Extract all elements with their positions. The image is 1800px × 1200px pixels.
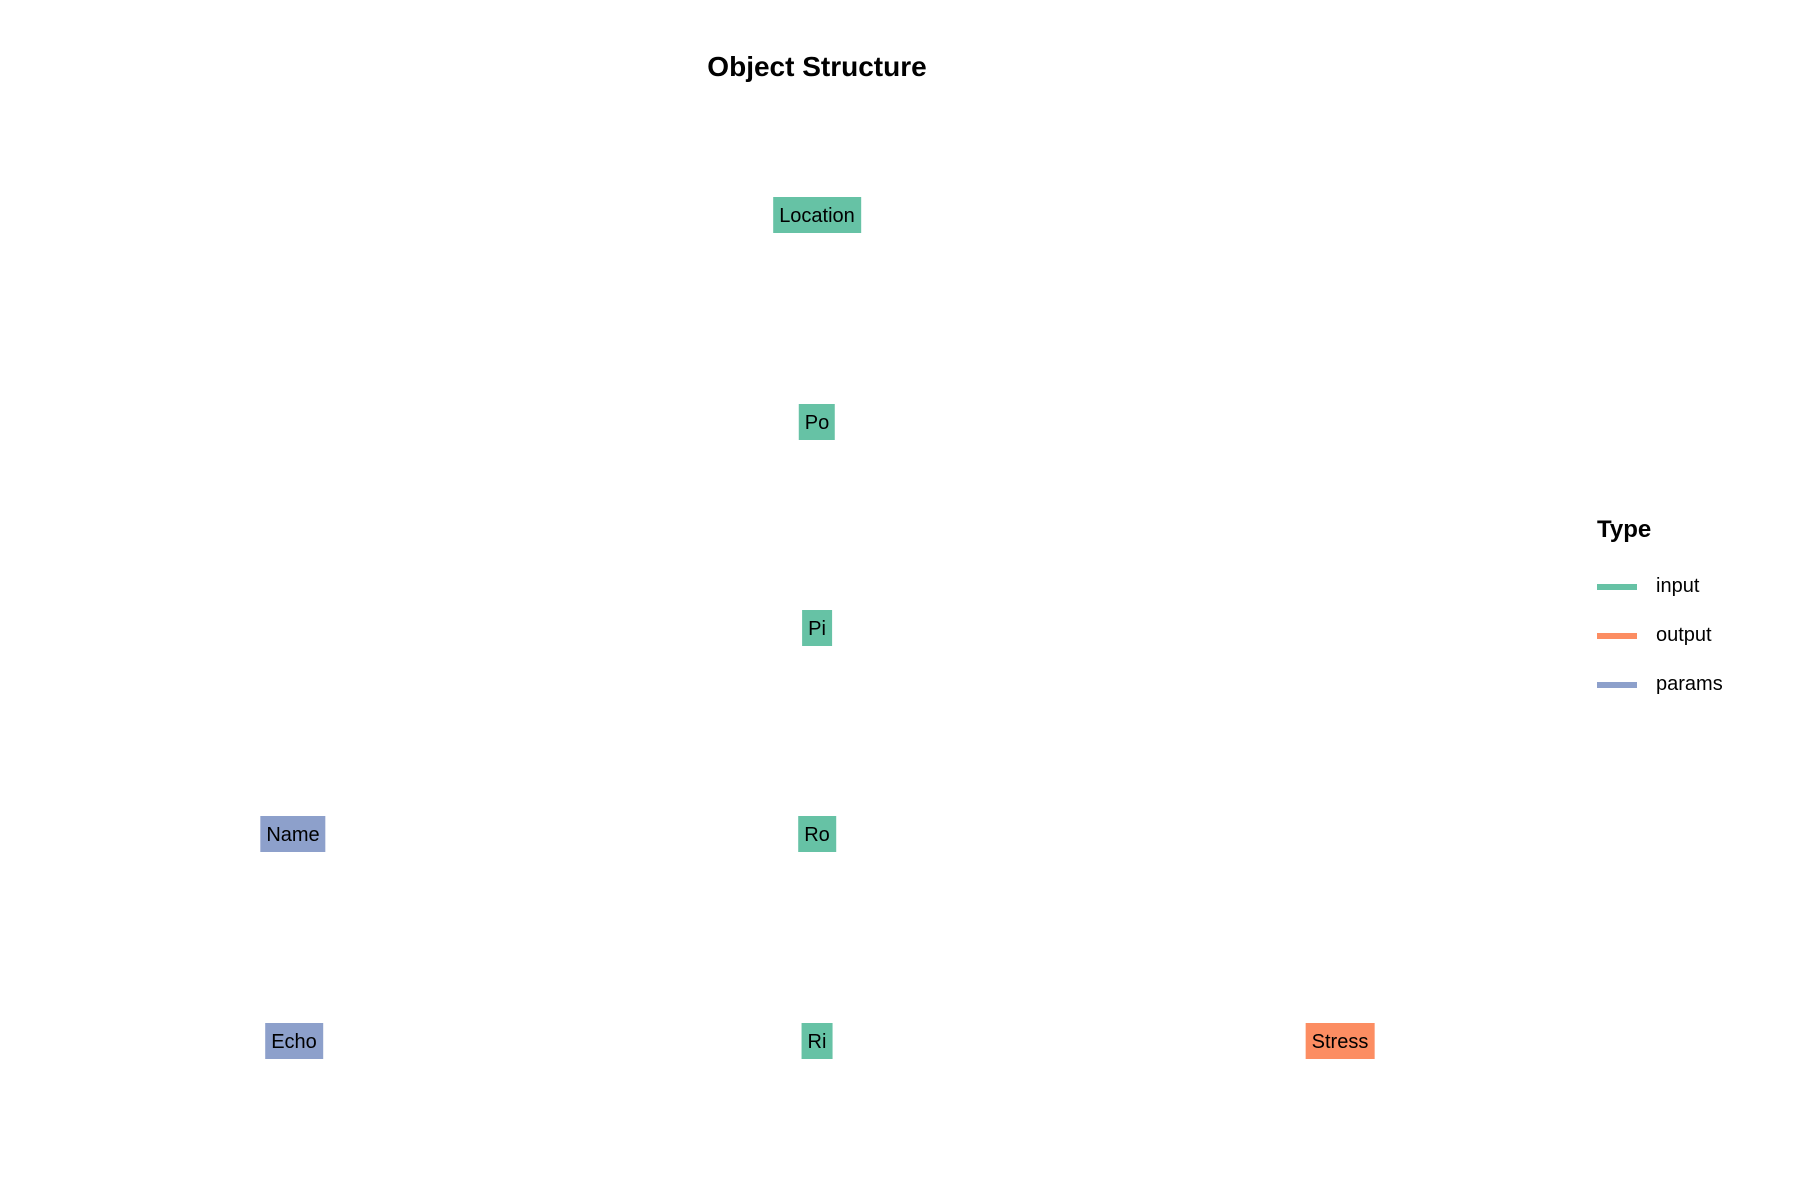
legend-swatch-input xyxy=(1597,583,1637,590)
node-label: Ri xyxy=(807,1031,827,1053)
legend-swatch-params xyxy=(1597,681,1637,688)
legend-title: Type xyxy=(1597,516,1652,543)
node-label: Stress xyxy=(1311,1031,1369,1053)
legend-item-params: params xyxy=(1597,660,1723,709)
legend-item-output: output xyxy=(1597,611,1723,660)
node-label: Ro xyxy=(804,824,830,846)
node-echo: Echo xyxy=(265,1023,323,1059)
legend-label: output xyxy=(1656,624,1712,646)
diagram-title: Object Structure xyxy=(707,51,927,82)
legend-label: params xyxy=(1656,673,1723,695)
node-stress: Stress xyxy=(1305,1023,1375,1059)
node-location: Location xyxy=(773,197,861,233)
legend-item-input: input xyxy=(1597,562,1723,611)
node-label: Po xyxy=(804,412,830,434)
node-label: Pi xyxy=(808,618,826,640)
node-ri: Ri xyxy=(801,1023,833,1059)
legend-swatch-output xyxy=(1597,632,1637,639)
node-label: Name xyxy=(266,824,320,846)
node-po: Po xyxy=(798,404,836,440)
node-label: Echo xyxy=(271,1031,317,1053)
legend-label: input xyxy=(1656,575,1700,597)
node-pi: Pi xyxy=(802,610,832,646)
legend: Type input output params xyxy=(1597,516,1723,709)
node-label: Location xyxy=(779,205,855,227)
node-name: Name xyxy=(260,816,326,852)
node-ro: Ro xyxy=(798,816,836,852)
